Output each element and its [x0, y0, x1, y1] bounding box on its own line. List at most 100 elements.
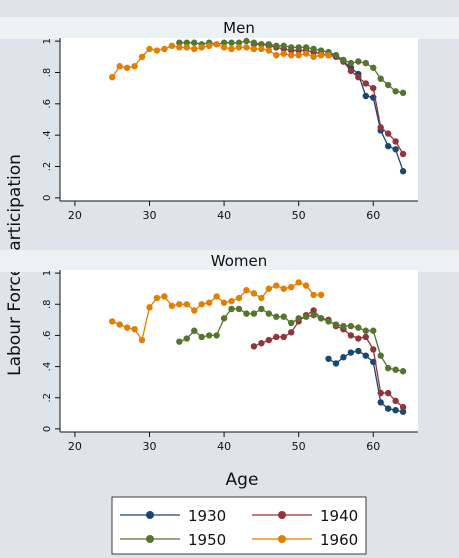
data-point-1960 — [176, 44, 183, 51]
chart-panel-0: Men 0 .2 .4 .6 .8 1 20 30 40 50 60 — [0, 17, 459, 222]
data-point-1940 — [377, 124, 384, 131]
data-point-1950 — [228, 39, 235, 46]
data-point-1950 — [310, 45, 317, 53]
data-point-1950 — [198, 333, 205, 341]
data-point-1960 — [161, 293, 168, 300]
data-point-1940 — [347, 67, 355, 75]
data-point-1960 — [191, 45, 198, 53]
data-point-1950 — [220, 315, 228, 322]
data-point-1940 — [362, 80, 369, 87]
legend-entry-1950: 1950 — [120, 531, 226, 549]
data-point-1960 — [168, 42, 176, 50]
data-point-1930 — [392, 406, 399, 414]
x-tick-label: 50 — [292, 209, 306, 222]
data-point-1950 — [265, 310, 273, 317]
data-point-1960 — [295, 52, 302, 59]
data-point-1950 — [355, 324, 362, 331]
data-point-1960 — [116, 321, 123, 328]
y-tick-label: 0 — [42, 426, 53, 432]
data-point-1950 — [258, 41, 265, 48]
data-point-1950 — [273, 42, 280, 50]
data-point-1960 — [280, 50, 287, 57]
data-point-1950 — [355, 58, 362, 65]
data-point-1960 — [228, 45, 235, 53]
data-point-1950 — [362, 59, 369, 67]
data-point-1960 — [310, 291, 317, 299]
data-point-1960 — [325, 52, 332, 59]
data-point-1950 — [392, 366, 399, 373]
data-point-1960 — [243, 287, 250, 294]
data-point-1960 — [288, 52, 295, 59]
data-point-1960 — [317, 52, 325, 59]
data-point-1960 — [288, 283, 295, 291]
x-tick-label: 60 — [366, 209, 380, 222]
data-point-1950 — [191, 39, 198, 46]
data-point-1960 — [317, 291, 325, 299]
data-point-1950 — [332, 52, 340, 59]
data-point-1940 — [250, 343, 258, 350]
data-point-1960 — [258, 45, 265, 53]
data-point-1960 — [205, 42, 213, 50]
data-point-1960 — [116, 63, 123, 70]
legend-label: 1940 — [320, 507, 358, 525]
data-point-1950 — [183, 39, 190, 46]
data-point-1930 — [347, 349, 355, 356]
data-point-1950 — [325, 318, 332, 325]
data-point-1930 — [399, 168, 407, 175]
series-1950 — [176, 305, 407, 375]
data-point-1940 — [355, 335, 362, 342]
data-point-1950 — [243, 310, 250, 317]
data-point-1950 — [295, 315, 302, 322]
data-point-1960 — [235, 44, 243, 51]
data-point-1960 — [123, 324, 131, 331]
data-point-1950 — [377, 352, 384, 359]
y-tick-label: 1 — [42, 38, 53, 44]
legend-label: 1930 — [188, 507, 226, 525]
data-point-1950 — [205, 332, 213, 339]
data-point-1960 — [310, 53, 317, 61]
data-point-1960 — [302, 50, 310, 57]
data-point-1950 — [176, 338, 183, 345]
data-point-1940 — [347, 332, 355, 339]
x-tick-label: 40 — [217, 209, 231, 222]
y-tick-label: .8 — [42, 299, 53, 309]
data-point-1960 — [280, 285, 287, 292]
data-point-1940 — [377, 389, 384, 397]
data-point-1930 — [355, 347, 362, 355]
data-point-1960 — [198, 44, 205, 51]
data-point-1960 — [258, 294, 265, 302]
data-point-1960 — [213, 293, 220, 300]
data-point-1960 — [302, 282, 310, 289]
data-point-1950 — [220, 39, 228, 46]
data-point-1950 — [250, 310, 258, 317]
data-point-1960 — [228, 297, 235, 305]
data-point-1960 — [138, 336, 146, 344]
data-point-1960 — [191, 307, 198, 314]
y-tick-label: 0 — [42, 195, 53, 201]
data-point-1960 — [146, 45, 153, 53]
data-point-1960 — [273, 52, 280, 59]
legend-marker — [278, 511, 286, 519]
y-tick-label: 1 — [42, 270, 53, 276]
legend-label: 1950 — [188, 531, 226, 549]
y-tick-label: .8 — [42, 68, 53, 78]
data-point-1940 — [310, 307, 317, 314]
data-point-1950 — [310, 311, 317, 319]
data-point-1940 — [399, 150, 407, 158]
y-tick-label: .4 — [42, 362, 53, 372]
data-point-1950 — [384, 81, 392, 89]
data-point-1960 — [243, 44, 250, 51]
panel-title-band — [0, 250, 459, 272]
panel-title-band — [0, 17, 459, 39]
data-point-1950 — [399, 368, 407, 375]
x-tick-label: 30 — [143, 440, 157, 453]
data-point-1950 — [235, 39, 243, 46]
data-point-1960 — [183, 44, 190, 51]
data-point-1940 — [280, 333, 287, 341]
panel-title: Women — [211, 252, 267, 270]
legend-box — [111, 496, 367, 555]
y-tick-label: .2 — [42, 162, 53, 172]
legend-entry-1940: 1940 — [252, 507, 358, 525]
data-point-1960 — [183, 301, 190, 308]
data-point-1930 — [362, 352, 369, 359]
